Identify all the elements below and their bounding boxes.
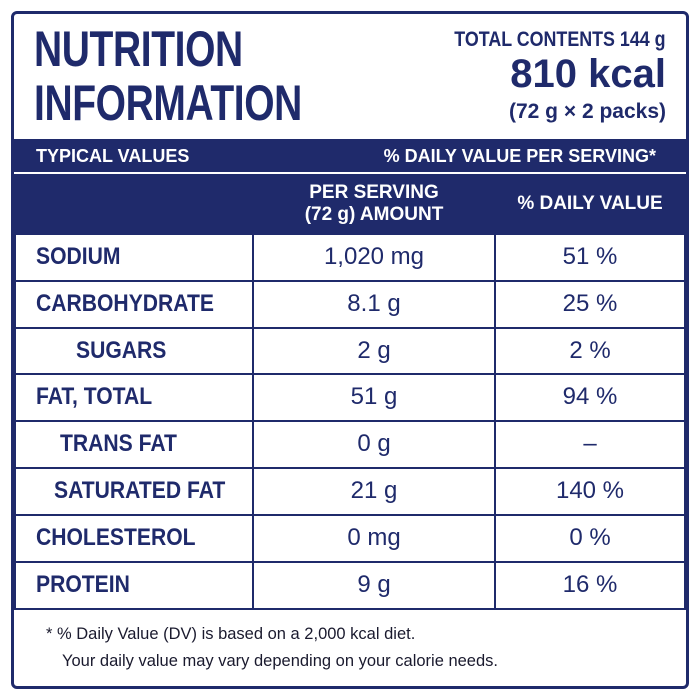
header-cell [16, 174, 252, 233]
footnote: * % Daily Value (DV) is based on a 2,000… [46, 625, 416, 643]
header-cell: % DAILY VALUE [496, 174, 684, 233]
amount: 0 g [357, 430, 391, 458]
amount: 1,020 mg [323, 243, 425, 270]
daily-value: 0 % [569, 523, 611, 551]
table-row: FAT, TOTAL 51 g 94 % [16, 373, 684, 420]
amount: 8.1 g [347, 289, 401, 317]
amount: 21 g [350, 477, 398, 504]
table-row: SODIUM 1,020 mg 51 % [16, 233, 684, 280]
table-row: CARBOHYDRATE 8.1 g 25 % [16, 279, 684, 327]
table-row: CHOLESTEROL 0 mg 0 % [16, 513, 684, 561]
row-label: TRANS FAT [60, 430, 177, 458]
column-separator [252, 174, 254, 608]
row-label: PROTEIN [36, 570, 130, 598]
row-label: SODIUM [36, 243, 121, 270]
amount: 2 g [357, 336, 391, 364]
table-row: SUGARS 2 g 2 % [16, 326, 684, 374]
column-separator [494, 174, 496, 608]
energy: 810 kcal [510, 52, 666, 96]
daily-value: 16 % [562, 570, 618, 598]
daily-value: 25 % [562, 289, 618, 317]
row-label: SATURATED FAT [54, 477, 226, 504]
daily-value: 94 % [562, 383, 618, 411]
table: PER SERVING (72 g) AMOUNT % DAILY VALUE … [14, 174, 686, 610]
table-row: TRANS FAT 0 g – [16, 420, 684, 467]
row-label: CARBOHYDRATE [36, 289, 214, 317]
amount: 9 g [357, 570, 391, 598]
daily-value: – [583, 430, 597, 458]
bar-left: TYPICAL VALUES [36, 146, 190, 166]
daily-value: 2 % [569, 336, 611, 364]
header-bar: TYPICAL VALUES % DAILY VALUE PER SERVING… [14, 139, 686, 172]
amount: 0 mg [347, 523, 401, 551]
packs: (72 g × 2 packs) [509, 100, 666, 123]
total-contents: TOTAL CONTENTS 144 g [454, 28, 666, 51]
row-label: CHOLESTEROL [36, 523, 196, 551]
bar-right: % DAILY VALUE PER SERVING* [383, 146, 656, 166]
daily-value: 140 % [555, 477, 625, 504]
daily-value: 51 % [562, 243, 618, 270]
row-label: SUGARS [76, 336, 167, 364]
table-row: SATURATED FAT 21 g 140 % [16, 467, 684, 514]
header-cell: PER SERVING (72 g) AMOUNT [254, 174, 494, 233]
table-row: PROTEIN 9 g 16 % [16, 560, 684, 608]
frame [11, 11, 689, 689]
title: NUTRITION INFORMATION [34, 21, 302, 131]
row-label: FAT, TOTAL [36, 383, 153, 411]
amount: 51 g [350, 383, 398, 411]
footnote: Your daily value may vary depending on y… [62, 652, 498, 670]
